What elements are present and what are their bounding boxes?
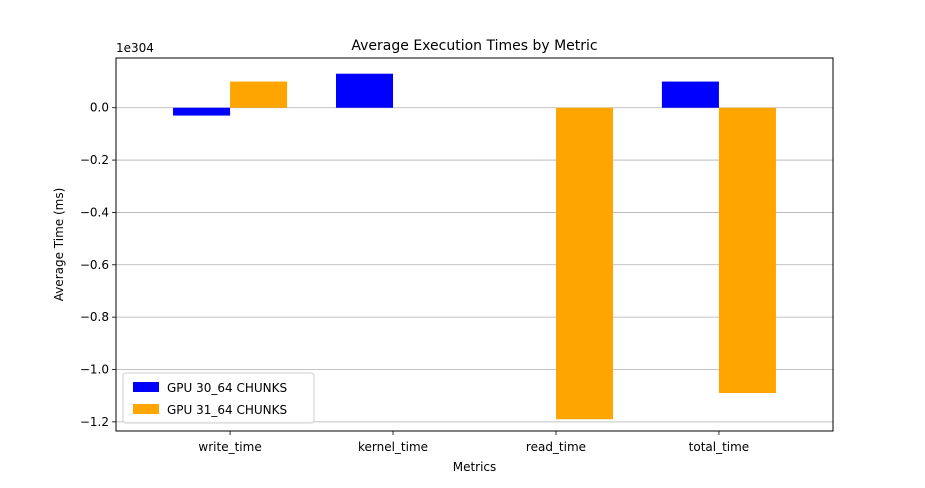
y-axis-offset-label: 1e304 (116, 41, 154, 55)
y-tick-label: −0.6 (80, 258, 109, 272)
legend-swatch (133, 382, 159, 392)
y-tick-label: −1.2 (80, 415, 109, 429)
bar (335, 73, 394, 108)
legend-swatch (133, 404, 159, 414)
legend-label: GPU 31_64 CHUNKS (167, 403, 287, 417)
legend: GPU 30_64 CHUNKS GPU 31_64 CHUNKS (122, 372, 315, 424)
bar (555, 107, 614, 420)
legend-label: GPU 30_64 CHUNKS (167, 381, 287, 395)
legend-box (122, 372, 315, 424)
chart-title: Average Execution Times by Metric (351, 38, 597, 54)
bar (718, 107, 776, 394)
y-tick-label: −0.2 (80, 153, 109, 167)
x-tick-label: kernel_time (358, 440, 428, 454)
x-tick-label: total_time (689, 440, 750, 454)
y-tick-label: −1.0 (80, 362, 109, 376)
x-axis: write_time kernel_time read_time total_time (198, 431, 749, 454)
bar (661, 81, 719, 108)
bar (173, 107, 231, 116)
y-tick-label: 0.0 (90, 101, 109, 115)
y-axis: 0.0 −0.2 −0.4 −0.6 −0.8 −1.0 −1.2 (80, 101, 116, 429)
y-axis-label: Average Time (ms) (52, 188, 66, 302)
x-axis-label: Metrics (453, 460, 497, 474)
bars (173, 73, 776, 420)
x-tick-label: read_time (526, 440, 586, 454)
y-tick-label: −0.8 (80, 310, 109, 324)
x-tick-label: write_time (198, 440, 261, 454)
plot-frame (115, 57, 834, 432)
y-tick-label: −0.4 (80, 205, 109, 219)
bar (230, 81, 288, 108)
